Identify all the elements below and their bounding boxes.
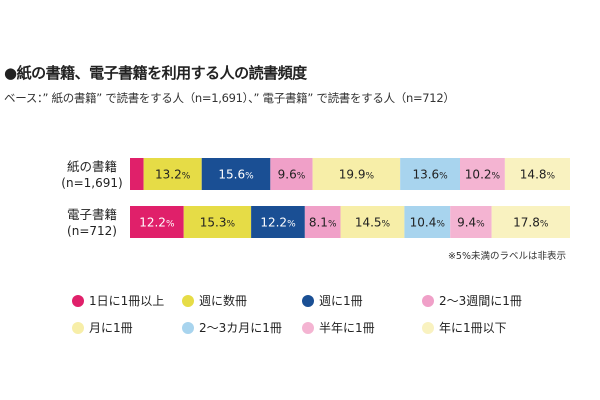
legend-swatch — [72, 321, 84, 334]
category-n-label: (n=1,691) — [61, 176, 122, 190]
chart-note: ※5%未満のラベルは非表示 — [447, 251, 566, 262]
legend-label: 2～3カ月に1冊 — [199, 321, 282, 335]
legend-label: 週に1冊 — [319, 294, 363, 308]
legend-swatch — [422, 294, 434, 307]
category-n-label: (n=712) — [67, 224, 117, 238]
data-label: 19.9% — [339, 168, 375, 182]
data-label: 10.4% — [410, 216, 446, 230]
legend-item: 週に1冊 — [302, 292, 422, 309]
legend-item: 週に数冊 — [182, 292, 302, 309]
bar-segment — [450, 206, 492, 238]
legend-item: 2～3カ月に1冊 — [182, 319, 302, 336]
bar-segment — [143, 158, 202, 190]
bar-segment — [183, 206, 252, 238]
legend-swatch — [182, 321, 194, 334]
bar-segment — [201, 158, 271, 190]
data-label: 12.2% — [139, 216, 175, 230]
legend-label: 週に数冊 — [199, 294, 248, 308]
legend-item: 1日に1冊以上 — [72, 292, 182, 309]
legend-item: 半年に1冊 — [302, 319, 422, 336]
bar-segment — [312, 158, 401, 190]
data-label: 9.6% — [278, 168, 306, 182]
legend-item: 月に1冊 — [72, 319, 182, 336]
legend-label: 1日に1冊以上 — [89, 294, 165, 308]
bar-segment — [460, 158, 505, 190]
bar-segment — [400, 158, 460, 190]
bar-segment — [270, 158, 313, 190]
bar-segment — [340, 206, 405, 238]
bar-segment — [491, 206, 570, 238]
legend-label: 2～3週間に1冊 — [439, 294, 522, 308]
chart-title: ●紙の書籍、電子書籍を利用する人の読書頻度 — [4, 64, 307, 82]
bar-segment — [251, 206, 305, 238]
data-label: 14.5% — [355, 216, 391, 230]
bar-segment — [130, 158, 144, 190]
data-label: 13.6% — [412, 168, 448, 182]
data-label: 15.3% — [200, 216, 236, 230]
data-label: 15.6% — [218, 168, 254, 182]
legend-label: 月に1冊 — [89, 321, 133, 335]
data-label: 12.2% — [260, 216, 296, 230]
legend-swatch — [302, 294, 314, 307]
legend-swatch — [182, 294, 194, 307]
legend-label: 年に1冊以下 — [439, 321, 507, 335]
data-label: 9.4% — [457, 216, 485, 230]
legend-item: 年に1冊以下 — [422, 319, 552, 336]
legend-label: 半年に1冊 — [319, 321, 375, 335]
data-label: 17.8% — [513, 216, 549, 230]
legend-swatch — [72, 294, 84, 307]
legend-swatch — [422, 321, 434, 334]
bar-segment — [404, 206, 451, 238]
category-label: 電子書籍 — [67, 207, 117, 222]
category-label: 紙の書籍 — [67, 159, 117, 174]
bar-segment — [304, 206, 341, 238]
data-label: 14.8% — [520, 168, 556, 182]
legend-item: 2～3週間に1冊 — [422, 292, 552, 309]
bar-segment — [130, 206, 184, 238]
legend-swatch — [302, 321, 314, 334]
chart-subtitle: ベース：” 紙の書籍” で読書をする人（n=1,691）、” 電子書籍” で読書… — [4, 91, 455, 105]
data-label: 8.1% — [309, 216, 337, 230]
bar-segment — [504, 158, 570, 190]
data-label: 13.2% — [155, 168, 191, 182]
data-label: 10.2% — [465, 168, 501, 182]
chart-legend: 1日に1冊以上 週に数冊 週に1冊 2～3週間に1冊月に1冊 2～3カ月に1冊 半年に1冊… — [72, 292, 592, 336]
